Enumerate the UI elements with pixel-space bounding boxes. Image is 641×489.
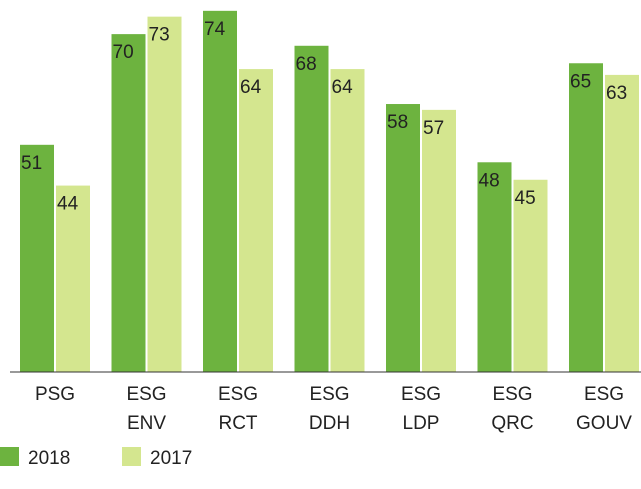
value-label: 51 [21, 153, 42, 174]
bar [330, 69, 365, 372]
x-tick-label: ESG [584, 384, 624, 405]
x-tick-label: PSG [35, 384, 75, 405]
legend-label: 2017 [150, 448, 192, 469]
value-label: 64 [240, 77, 262, 98]
bar [513, 179, 548, 372]
value-label: 57 [423, 118, 444, 139]
value-label: 44 [57, 194, 79, 215]
value-label: 68 [296, 54, 317, 75]
x-tick-label: DDH [309, 413, 350, 434]
bar [605, 74, 639, 373]
x-tick-label: ESG [309, 384, 349, 405]
bar [386, 104, 420, 373]
value-label: 65 [570, 71, 591, 92]
bar [422, 109, 456, 372]
value-label: 73 [149, 25, 170, 46]
x-tick-label: LDP [403, 413, 440, 434]
value-label: 64 [332, 77, 354, 98]
bar [294, 45, 329, 373]
value-label: 48 [479, 170, 500, 191]
bar [569, 63, 603, 372]
bar [147, 16, 182, 373]
bar [56, 185, 90, 372]
value-label: 58 [387, 112, 408, 133]
x-tick-label: QRC [491, 413, 533, 434]
x-tick-label: ESG [401, 384, 441, 405]
value-label: 45 [515, 188, 536, 209]
value-label: 70 [113, 42, 134, 63]
x-tick-label: RCT [218, 413, 257, 434]
x-tick-label: ESG [218, 384, 258, 405]
bar [477, 162, 512, 372]
bar [203, 10, 237, 372]
x-tick-label: ESG [492, 384, 532, 405]
value-label: 74 [204, 19, 226, 40]
value-label: 63 [606, 83, 627, 104]
legend-swatch [122, 447, 141, 466]
bar [20, 144, 54, 372]
legend-swatch [0, 447, 19, 466]
bar [111, 34, 146, 372]
x-tick-label: ESG [126, 384, 166, 405]
bar [239, 69, 273, 372]
x-tick-label: ENV [127, 413, 166, 434]
x-tick-label: GOUV [576, 413, 632, 434]
legend-label: 2018 [28, 448, 70, 469]
